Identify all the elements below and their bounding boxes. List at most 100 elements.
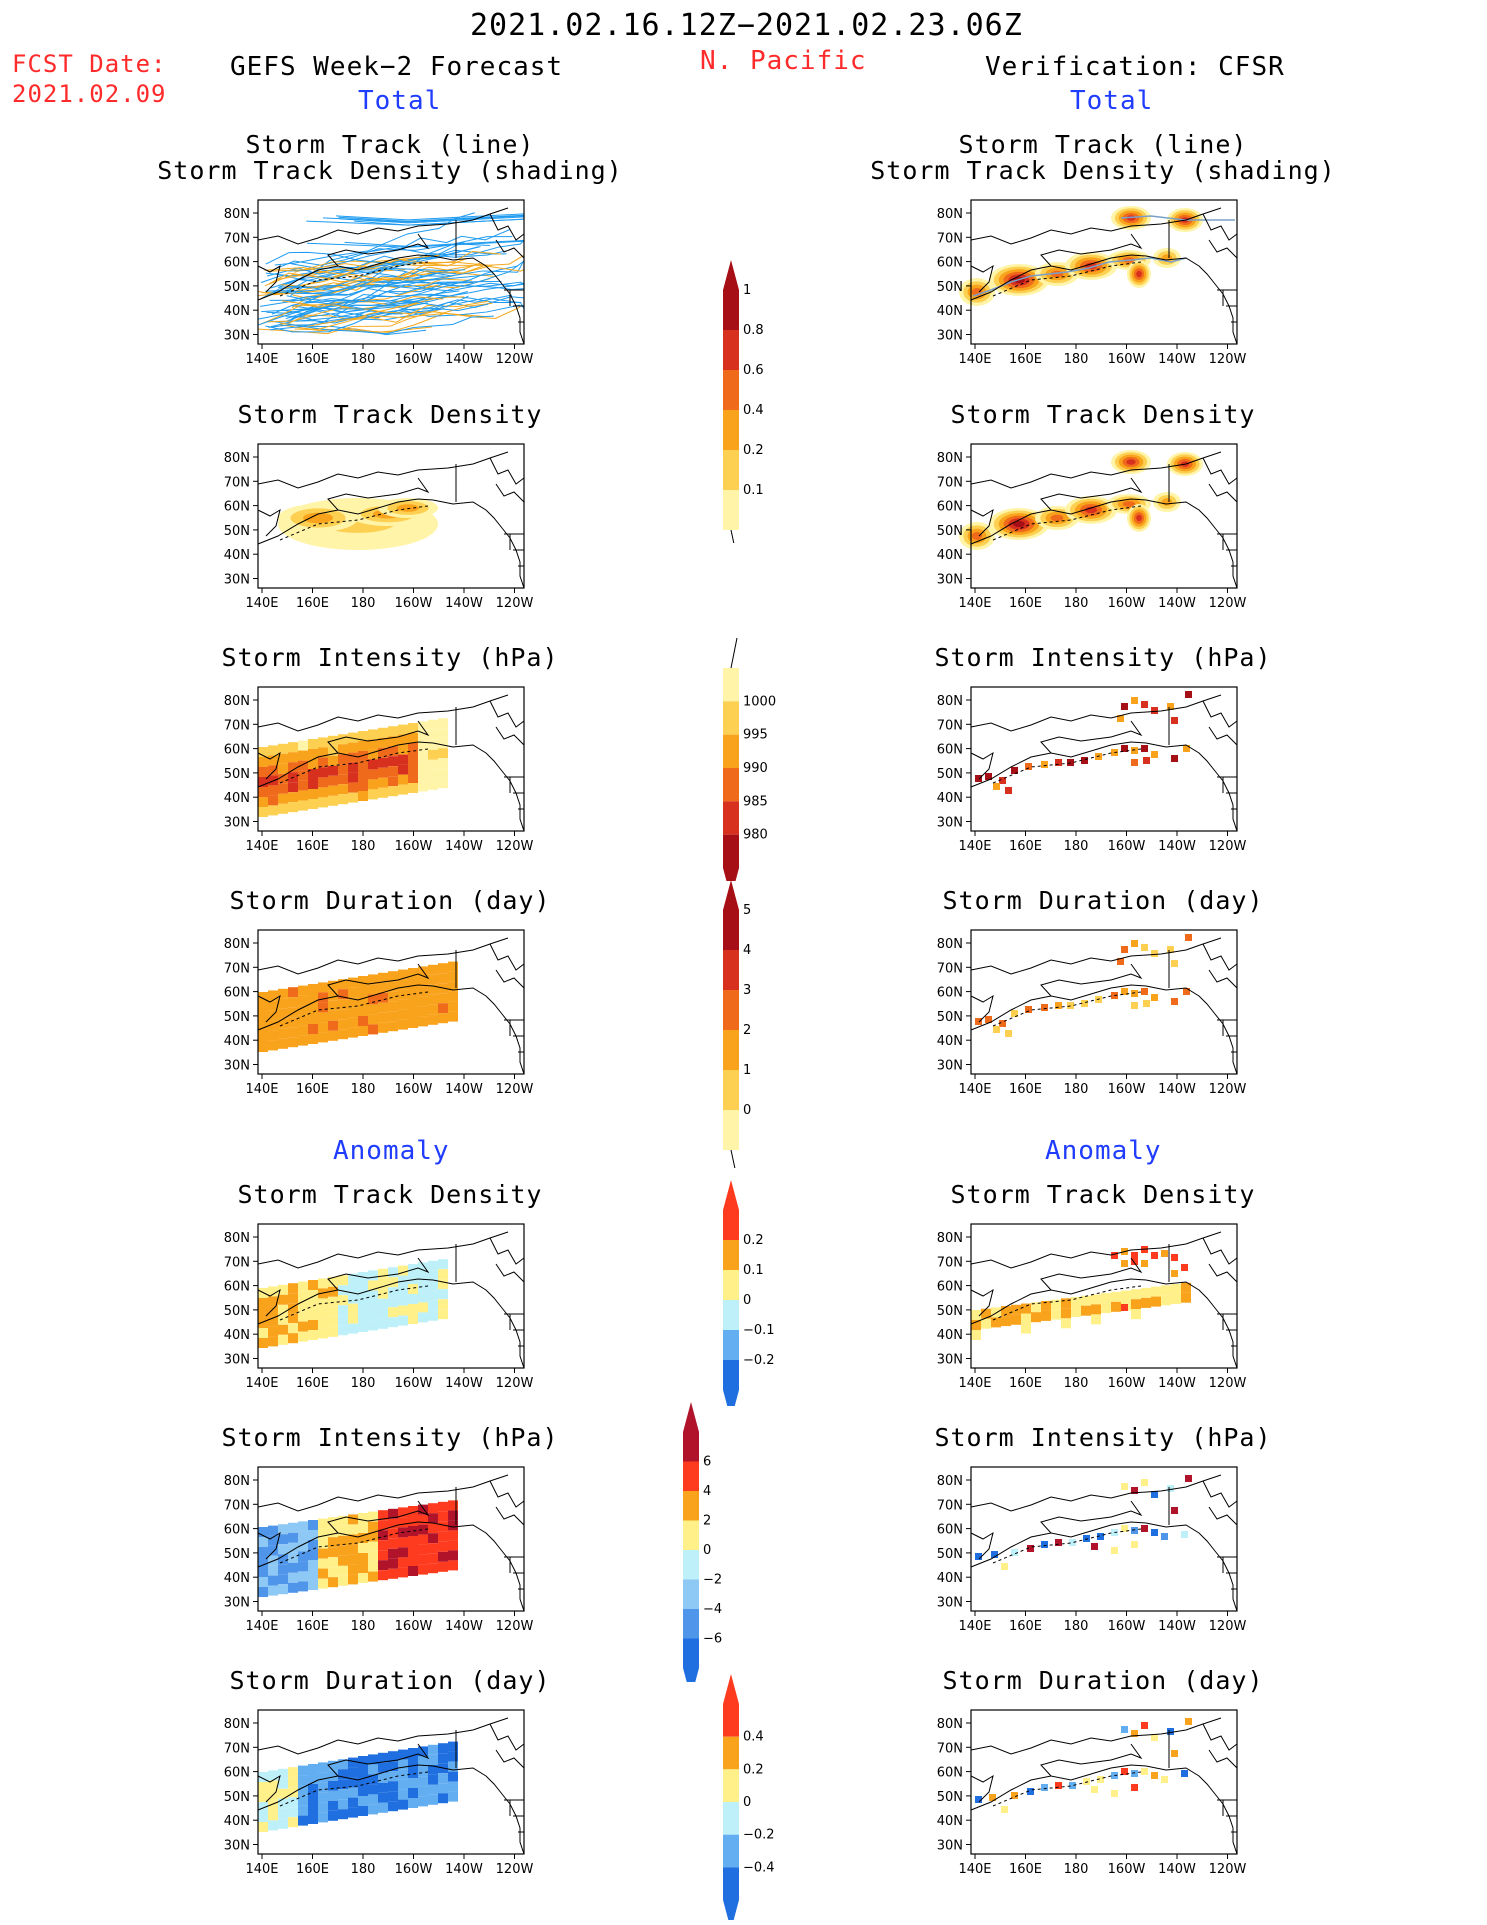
lon-label: 140E <box>958 596 991 611</box>
colorbar-swatch <box>723 910 739 950</box>
lon-label: 140E <box>245 1082 278 1097</box>
lon-label: 180 <box>1064 1862 1089 1877</box>
lon-label: 180 <box>1064 596 1089 611</box>
colorbar-tail-top <box>730 637 738 669</box>
colorbar-swatch <box>683 1461 699 1491</box>
coastline <box>257 207 525 345</box>
colorbar-swatch <box>723 1330 739 1360</box>
lat-label: 40N <box>937 1328 963 1343</box>
lat-label: 60N <box>224 986 250 1001</box>
colorbar-label: 0.2 <box>743 443 764 458</box>
lon-label: 160W <box>1108 352 1146 367</box>
coastline <box>257 937 525 1075</box>
map-cfsr-density-anomaly: 80N 70N 60N 50N 40N 30N 140E 160E 180 160W 140W 120… <box>937 1223 1246 1391</box>
colorbar-label: 0 <box>703 1543 711 1558</box>
lat-label: 30N <box>224 816 250 831</box>
colorbar-label: 6 <box>703 1455 711 1470</box>
lat-label: 40N <box>224 1814 250 1829</box>
left-total-label: Total <box>358 86 442 116</box>
lat-label: 80N <box>224 1717 250 1732</box>
lat-label: 80N <box>224 694 250 709</box>
lon-label: 140W <box>1158 1862 1196 1877</box>
lat-label: 70N <box>224 1255 250 1270</box>
colorbar-label: 3 <box>743 983 751 998</box>
lat-label: 60N <box>937 256 963 271</box>
map-gefs-density: 80N 70N 60N 50N 40N 30N 140E 160E 180 160W 140W 120… <box>224 443 534 611</box>
colorbar-label: 2 <box>743 1023 751 1038</box>
left-anom-intensity-title: Storm Intensity (hPa) <box>221 1423 559 1452</box>
lon-label: 140E <box>245 352 278 367</box>
left-column-title: GEFS Week−2 Forecast <box>230 52 564 82</box>
lon-label: 140W <box>1158 1082 1196 1097</box>
lat-label: 40N <box>937 548 963 563</box>
lon-label: 120W <box>496 596 534 611</box>
colorbar-arrow-bottom <box>683 1668 699 1682</box>
map-gefs-intensity: 80N 70N 60N 50N 40N 30N 140E 160E 180 160W 140W 120… <box>224 686 533 854</box>
lon-label: 160E <box>1009 1082 1042 1097</box>
fcst-date-value: 2021.02.09 <box>12 80 167 108</box>
map-gefs-duration: 80N 70N 60N 50N 40N 30N 140E 160E 180 160W 140W 120… <box>224 929 533 1097</box>
lat-label: 70N <box>224 1498 250 1513</box>
colorbar-label: 0.4 <box>743 1730 764 1745</box>
colorbar-swatch <box>683 1432 699 1462</box>
lat-label: 80N <box>224 937 250 952</box>
lon-label: 120W <box>496 1862 534 1877</box>
lat-label: 60N <box>224 1523 250 1538</box>
colorbar-label: 1 <box>743 283 751 298</box>
right-total-label: Total <box>1070 86 1154 116</box>
colorbar-label: 990 <box>743 761 768 776</box>
shaded-cells <box>258 961 458 1052</box>
lon-label: 160W <box>1108 1376 1146 1391</box>
map-cfsr-intensity: 80N 70N 60N 50N 40N 30N 140E 160E 180 160W 140W 120… <box>937 686 1246 854</box>
lon-label: 120W <box>496 352 534 367</box>
right-track-title-1: Storm Track (line) <box>958 130 1248 159</box>
lat-label: 50N <box>224 1790 250 1805</box>
lon-label: 180 <box>1064 1082 1089 1097</box>
storm-tracks <box>257 212 525 336</box>
lat-label: 80N <box>937 937 963 952</box>
map-frame <box>970 929 1238 1075</box>
colorbar-swatch <box>723 450 739 490</box>
colorbar-swatch <box>683 1609 699 1639</box>
lon-label: 160E <box>296 1619 329 1634</box>
lat-label: 60N <box>224 1280 250 1295</box>
map-frame <box>257 1466 525 1612</box>
lat-label: 70N <box>224 961 250 976</box>
lat-label: 30N <box>224 1596 250 1611</box>
lon-label: 160E <box>1009 1619 1042 1634</box>
lat-label: 80N <box>224 1474 250 1489</box>
lat-label: 40N <box>224 791 250 806</box>
lat-label: 70N <box>937 475 963 490</box>
colorbar-arrow-top <box>723 1180 739 1210</box>
lon-label: 180 <box>351 1619 376 1634</box>
lat-label: 50N <box>224 767 250 782</box>
lon-label: 160E <box>1009 839 1042 854</box>
lon-label: 160E <box>1009 596 1042 611</box>
lon-label: 140E <box>245 839 278 854</box>
map-frame <box>970 199 1238 345</box>
colorbar-label: 995 <box>743 728 768 743</box>
region-title: N. Pacific <box>700 46 867 76</box>
lon-label: 160E <box>296 596 329 611</box>
map-background <box>971 930 1237 1074</box>
lat-label: 60N <box>224 500 250 515</box>
lat-label: 30N <box>937 1839 963 1854</box>
colorbar-swatch <box>723 1070 739 1110</box>
lat-label: 60N <box>937 743 963 758</box>
lat-label: 60N <box>937 986 963 1001</box>
colorbar-arrow-top <box>723 880 739 910</box>
lon-label: 120W <box>1209 596 1247 611</box>
lat-label: 70N <box>224 718 250 733</box>
lat-label: 60N <box>937 500 963 515</box>
right-column-title: Verification: CFSR <box>985 52 1285 82</box>
lat-label: 40N <box>937 1571 963 1586</box>
lon-label: 160W <box>395 839 433 854</box>
lon-label: 140E <box>245 1619 278 1634</box>
coastline <box>257 1231 525 1369</box>
lat-label: 70N <box>937 1255 963 1270</box>
map-frame <box>257 199 525 345</box>
lat-label: 80N <box>937 1474 963 1489</box>
date-range-title: 2021.02.16.12Z−2021.02.23.06Z <box>470 8 1023 43</box>
map-gefs-intensity-anomaly: 80N 70N 60N 50N 40N 30N 140E 160E 180 160W 140W 120… <box>224 1466 533 1634</box>
map-gefs-track-density: 80N 70N 60N 50N 40N 30N 140E 160E 180 160W 140W 120… <box>224 199 534 367</box>
